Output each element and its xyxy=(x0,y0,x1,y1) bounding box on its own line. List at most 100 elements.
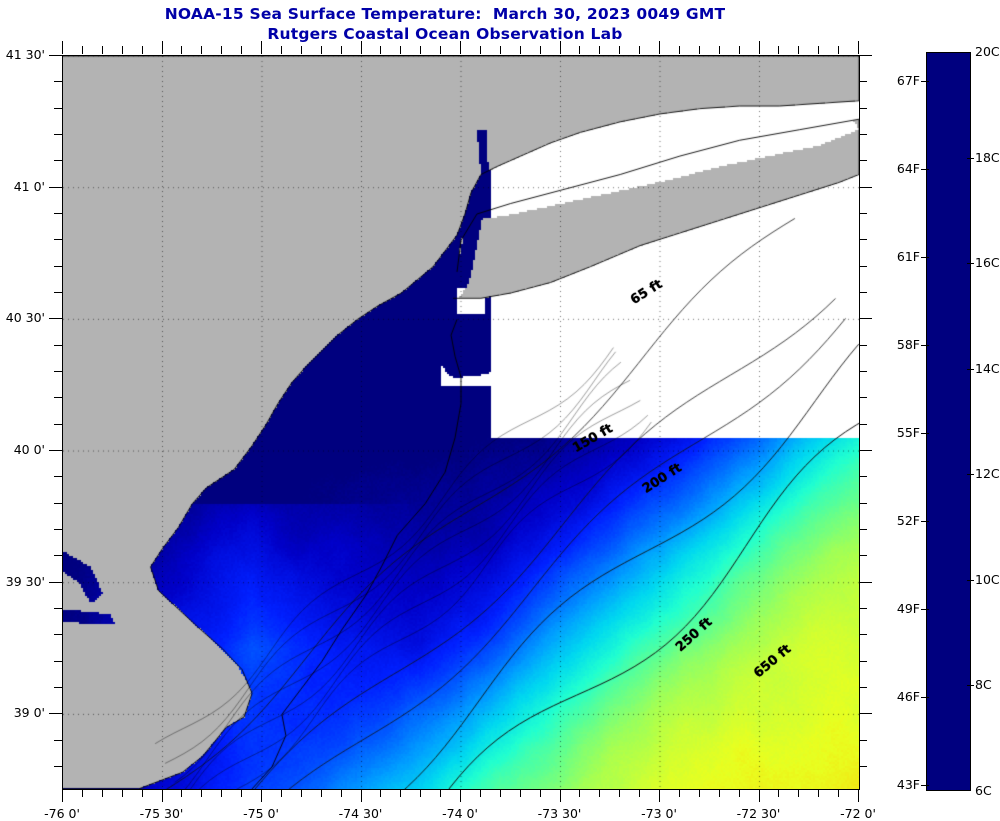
lat-minor-tick xyxy=(54,213,62,214)
lat-label-40 0': 40 0' xyxy=(13,442,45,458)
lat-minor-tick xyxy=(859,476,867,478)
lat-minor-tick xyxy=(859,397,867,399)
colorbar-label-c-18: 18C xyxy=(975,149,1000,165)
lon-minor-tick xyxy=(340,46,342,54)
lat-tick-right-41 0' xyxy=(859,186,872,188)
lon-tick-top--74 30' xyxy=(360,41,362,54)
lon-minor-tick xyxy=(181,789,183,797)
lon-tick-top--72 30' xyxy=(758,41,760,54)
lon-minor-tick xyxy=(400,46,402,54)
lat-tick-right-39 0' xyxy=(859,713,872,715)
lat-minor-tick xyxy=(859,634,867,636)
colorbar-label-f-52: 52F xyxy=(896,513,920,529)
lat-minor-tick xyxy=(859,555,867,557)
lon-minor-tick xyxy=(678,46,680,54)
colorbar-tick-f-58 xyxy=(921,345,929,347)
lon-label--75 30': -75 30' xyxy=(139,806,184,821)
lat-minor-tick xyxy=(859,134,867,135)
lon-minor-tick xyxy=(579,789,581,797)
lon-tick-top--76 0' xyxy=(62,41,63,54)
colorbar-label-c-8: 8C xyxy=(975,677,992,693)
colorbar-tick-c-8 xyxy=(967,685,974,687)
lon-tick-top--75 30' xyxy=(161,41,163,54)
colorbar-tick-f-64 xyxy=(921,169,929,171)
title-block: NOAA-15 Sea Surface Temperature: March 3… xyxy=(0,4,890,44)
lon-tick--75 30' xyxy=(161,789,163,802)
lon-minor-tick xyxy=(141,46,143,54)
lon-label--75 0': -75 0' xyxy=(243,806,279,821)
lat-minor-tick xyxy=(54,397,62,399)
lon-minor-tick xyxy=(81,789,83,797)
lon-minor-tick xyxy=(101,789,103,797)
lon-tick--75 0' xyxy=(261,789,262,802)
lon-minor-tick xyxy=(400,789,402,797)
colorbar-label-c-14: 14C xyxy=(975,360,1000,376)
colorbar-tick-c-16 xyxy=(967,263,974,265)
colorbar-tick-c-18 xyxy=(967,157,974,159)
lon-tick--76 0' xyxy=(62,789,63,802)
lat-minor-tick xyxy=(859,766,867,768)
lat-minor-tick xyxy=(859,423,867,425)
lon-minor-tick xyxy=(440,789,442,797)
lat-minor-tick xyxy=(859,371,867,373)
lat-minor-tick xyxy=(54,81,62,83)
colorbar-tick-c-14 xyxy=(967,368,974,370)
lon-minor-tick xyxy=(221,789,223,797)
colorbar-label-f-67: 67F xyxy=(896,73,920,89)
lon-minor-tick xyxy=(280,789,282,797)
lon-minor-tick xyxy=(81,46,83,54)
lon-tick--74 30' xyxy=(360,789,362,802)
lon-minor-tick xyxy=(818,789,820,797)
lon-minor-tick xyxy=(320,46,322,54)
colorbar-tick-c-12 xyxy=(967,474,974,476)
lat-minor-tick xyxy=(54,634,62,636)
lat-label-39 30': 39 30' xyxy=(5,573,45,589)
colorbar-tick-f-52 xyxy=(921,521,929,523)
colorbar-label-c-20: 20C xyxy=(975,44,1000,59)
lon-minor-tick xyxy=(639,789,641,797)
lon-minor-tick xyxy=(380,46,382,54)
lon-minor-tick xyxy=(599,46,601,54)
lon-minor-tick xyxy=(280,46,282,54)
colorbar-label-f-55: 55F xyxy=(896,425,920,441)
lon-tick--73 0' xyxy=(659,789,660,802)
lon-minor-tick xyxy=(778,789,780,797)
colorbar-label-f-61: 61F xyxy=(896,249,920,265)
lat-tick-39 0' xyxy=(49,713,62,715)
lat-minor-tick xyxy=(54,529,62,531)
lat-tick-right-41 30' xyxy=(859,55,872,56)
lat-minor-tick xyxy=(54,502,62,504)
lat-minor-tick xyxy=(54,239,62,241)
lon-tick--72 0' xyxy=(858,789,859,802)
sst-map[interactable]: 65 ft 150 ft 200 ft 250 ft 650 ft xyxy=(62,55,860,790)
lat-label-41 30': 41 30' xyxy=(5,47,45,62)
lon-minor-tick xyxy=(221,46,223,54)
lon-minor-tick xyxy=(320,789,322,797)
lat-minor-tick xyxy=(859,687,867,689)
lon-tick--74 0' xyxy=(460,789,461,802)
lon-tick--73 30' xyxy=(559,789,561,802)
lon-minor-tick xyxy=(479,789,481,797)
lat-minor-tick xyxy=(859,107,867,109)
lon-minor-tick xyxy=(698,46,700,54)
lat-minor-tick xyxy=(54,766,62,768)
lon-minor-tick xyxy=(141,789,143,797)
lat-tick-right-40 30' xyxy=(859,318,872,320)
lon-tick-top--73 30' xyxy=(559,41,561,54)
lat-minor-tick xyxy=(859,739,867,741)
lon-label--74 0': -74 0' xyxy=(442,806,478,821)
sst-raster xyxy=(63,56,859,789)
lon-tick--72 30' xyxy=(758,789,760,802)
lon-minor-tick xyxy=(300,789,302,797)
lon-minor-tick xyxy=(420,46,422,54)
lon-minor-tick xyxy=(201,46,203,54)
lat-label-40 30': 40 30' xyxy=(5,310,45,326)
lat-tick-39 30' xyxy=(49,581,62,583)
lon-minor-tick xyxy=(519,789,521,797)
colorbar-label-c-6: 6C xyxy=(975,783,992,798)
lon-minor-tick xyxy=(300,46,302,54)
colorbar-gradient xyxy=(926,52,971,791)
lon-minor-tick xyxy=(619,46,621,54)
lat-tick-41 30' xyxy=(49,55,62,56)
lon-minor-tick xyxy=(201,789,203,797)
